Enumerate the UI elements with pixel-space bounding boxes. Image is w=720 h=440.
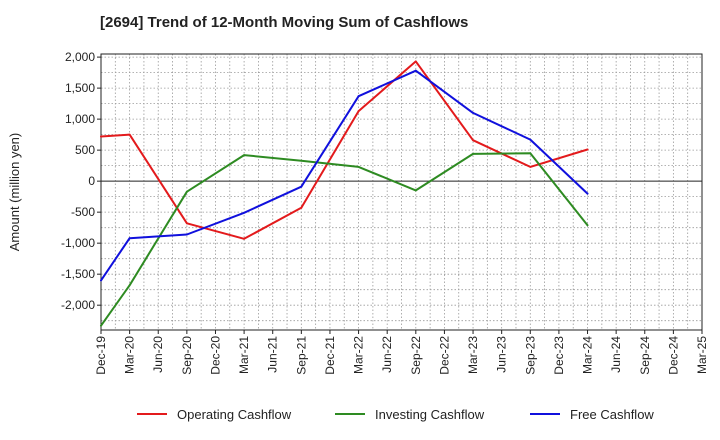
x-tick-label: Jun-24 [609,336,623,373]
grid [100,54,703,330]
series-point [586,192,589,195]
series-line-2 [100,152,589,327]
y-tick-label: 1,500 [65,81,95,95]
x-tick-label: Dec-24 [666,336,680,375]
x-tick-label: Dec-19 [94,336,108,375]
y-tick-label: 2,000 [65,50,95,64]
series-point [185,233,188,236]
legend-label: Operating Cashflow [177,407,292,422]
series-point [414,69,417,72]
series-point [128,284,131,287]
x-tick-label: Jun-21 [266,336,280,373]
y-tick-label: -2,000 [61,298,95,312]
series-point [185,190,188,193]
series-point [243,154,245,156]
x-tick-label: Dec-23 [552,336,566,375]
series-point [300,206,303,209]
series-point [472,139,474,142]
x-tick-label: Mar-20 [123,336,137,374]
x-tick-label: Dec-22 [437,336,451,375]
series-point [586,148,589,151]
series-point [472,152,474,155]
chart-title: [2694] Trend of 12-Month Moving Sum of C… [100,14,469,31]
series-point [357,110,360,112]
series-point [357,95,360,98]
series-point [300,159,303,162]
x-tick-label: Dec-21 [323,336,337,375]
x-tick-label: Mar-24 [581,336,595,374]
y-tick-label: -1,000 [61,236,95,250]
plot-frame [100,53,703,331]
x-tick-label: Sep-21 [294,336,308,375]
x-tick-label: Jun-23 [495,336,509,373]
series [100,60,589,327]
x-tick-label: Mar-23 [466,336,480,374]
y-tick-label: 500 [75,143,95,157]
series-point [472,112,474,114]
series-point [414,60,417,63]
x-tick-label: Mar-22 [352,336,366,374]
y-tick-label: -1,500 [61,267,95,281]
series-point [185,222,188,225]
series-point [529,152,532,155]
x-tick-label: Jun-22 [380,336,394,373]
x-tick-label: Sep-23 [523,336,537,375]
x-tick-label: Mar-25 [695,336,709,374]
y-axis-label: Amount (million yen) [7,133,22,252]
axes: 2,000 1,500 1,000 500 0 -500 -1,000 -1,500 -2,00… [7,50,709,375]
series-point [100,135,102,138]
series-point [414,189,417,192]
series-point [128,133,131,136]
x-tick-label: Jun-20 [151,336,165,373]
legend: Operating Cashflow Investing Cashflow Free… [137,407,654,422]
series-point [100,324,102,327]
series-point [100,279,102,282]
series-point [529,165,532,168]
legend-label: Free Cashflow [570,407,654,422]
y-tick-label: 1,000 [65,112,95,126]
series-point [243,211,245,214]
x-tick-label: Mar-21 [237,336,251,374]
series-point [586,224,589,227]
legend-label: Investing Cashflow [375,407,485,422]
series-point [128,237,131,240]
x-tick-label: Sep-20 [180,336,194,375]
x-tick-label: Dec-20 [208,336,222,375]
series-point [529,138,532,141]
y-tick-label: 0 [88,174,95,188]
x-tick-label: Sep-24 [638,336,652,375]
y-tick-label: -500 [71,205,95,219]
series-point [357,165,360,168]
series-line-3 [100,69,589,282]
series-point [300,185,303,188]
series-point [243,237,245,240]
x-tick-label: Sep-22 [409,336,423,375]
